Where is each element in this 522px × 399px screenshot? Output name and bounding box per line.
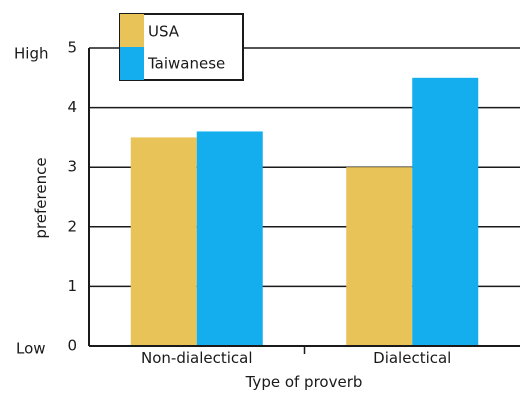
bar-taiwanese-dialectical bbox=[412, 77, 479, 347]
y-tick-label-2: 2 bbox=[67, 217, 77, 235]
axes bbox=[88, 48, 520, 354]
legend-swatch-taiwanese bbox=[120, 47, 144, 80]
bar-usa-non-dialectical bbox=[130, 137, 197, 346]
y-low-label: Low bbox=[16, 340, 46, 358]
bar-usa-dialectical bbox=[346, 167, 413, 346]
y-high-label: High bbox=[14, 45, 48, 63]
y-tick-label-0: 0 bbox=[67, 337, 77, 355]
category-label-1: Dialectical bbox=[373, 349, 451, 367]
y-tick-label-5: 5 bbox=[67, 39, 77, 57]
category-labels: Non-dialectical Dialectical bbox=[141, 349, 451, 367]
x-axis-label: Type of proverb bbox=[245, 373, 363, 391]
y-tick-label-1: 1 bbox=[67, 277, 77, 295]
y-tick-label-4: 4 bbox=[67, 98, 77, 116]
legend: USA Taiwanese bbox=[119, 13, 244, 81]
bar-taiwanese-non-dialectical bbox=[196, 131, 263, 346]
y-tick-labels: 0 1 2 3 4 5 bbox=[67, 39, 77, 355]
legend-swatch-usa bbox=[120, 14, 144, 47]
legend-label-taiwanese: Taiwanese bbox=[147, 55, 225, 73]
y-tick-label-3: 3 bbox=[67, 158, 77, 176]
bars bbox=[130, 77, 479, 347]
legend-label-usa: USA bbox=[148, 23, 180, 41]
category-label-0: Non-dialectical bbox=[141, 349, 253, 367]
y-axis-label: preference bbox=[32, 157, 50, 238]
